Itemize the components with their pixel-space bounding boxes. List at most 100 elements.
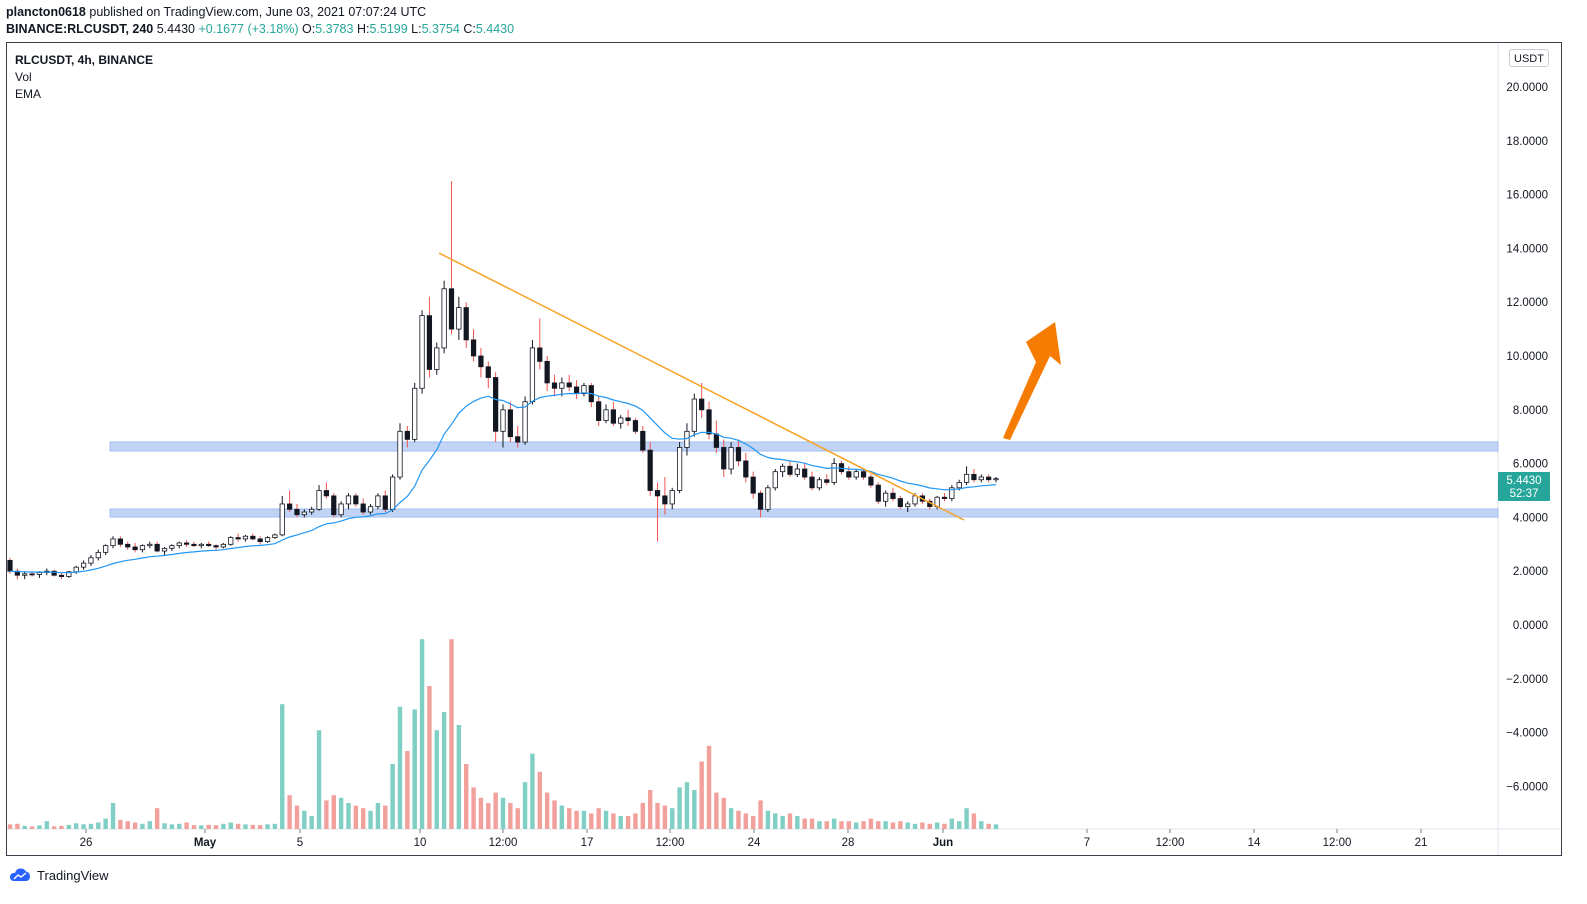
volume-bar — [331, 795, 336, 829]
legend-vol[interactable]: Vol — [15, 70, 32, 84]
candle — [404, 425, 410, 448]
candle — [51, 569, 57, 577]
candle-body — [191, 543, 197, 547]
candle-body — [780, 465, 786, 473]
candle — [228, 536, 234, 546]
high-value: 5.5199 — [369, 22, 408, 36]
author-name[interactable]: plancton0618 — [6, 5, 86, 19]
resistance-zone[interactable] — [109, 441, 1499, 452]
volume-bar — [449, 639, 454, 829]
candle-body — [912, 495, 918, 505]
candle-body — [448, 288, 455, 330]
candle — [676, 442, 683, 494]
candle-body — [757, 492, 764, 510]
candle-body — [515, 436, 521, 443]
low-value: 5.3754 — [421, 22, 460, 36]
candle — [220, 542, 226, 549]
tradingview-brand: TradingView — [37, 867, 109, 883]
legend-ema[interactable]: EMA — [15, 87, 42, 101]
currency-button[interactable]: USDT — [1509, 49, 1549, 67]
volume-bar — [412, 709, 417, 829]
volume-bar — [699, 761, 704, 829]
published-text: published on TradingView.com, June 03, 2… — [89, 5, 427, 19]
candle — [971, 468, 977, 483]
candle — [367, 503, 374, 515]
candle — [691, 393, 697, 437]
volume-bar — [957, 821, 962, 829]
candle-body — [883, 492, 889, 502]
candle-body — [618, 417, 624, 424]
volume-bar — [272, 823, 278, 829]
price-tick-label: 18.0000 — [1506, 136, 1548, 148]
trend-line[interactable] — [438, 252, 965, 521]
candle-body — [250, 535, 256, 540]
price-axis[interactable]: 20.0000 18.0000 16.0000 14.0000 12.0000 10.00… — [1506, 82, 1548, 793]
support-zone[interactable] — [109, 508, 1499, 518]
volume-bar — [74, 823, 79, 829]
volume-bar — [883, 821, 888, 829]
candle-body — [51, 570, 57, 576]
candle-body — [220, 543, 226, 548]
candle-body — [338, 503, 344, 516]
volume-bar — [29, 826, 35, 829]
volume-bar — [154, 808, 160, 829]
candle — [890, 487, 896, 502]
candle — [279, 495, 285, 537]
price-tick-label: −4.0000 — [1506, 728, 1548, 740]
volume-bar — [427, 686, 432, 829]
candle-body — [485, 366, 491, 378]
volume-bar — [876, 821, 881, 829]
candle-body — [316, 490, 322, 510]
candle — [294, 503, 300, 518]
candle — [507, 401, 513, 443]
candle-body — [169, 545, 175, 549]
candle — [88, 555, 94, 566]
candle-body — [301, 511, 307, 516]
volume-bar — [802, 818, 807, 829]
candle-body — [699, 398, 705, 411]
volume-bar — [773, 813, 778, 829]
candle-body — [566, 382, 572, 388]
volume-bar — [898, 821, 903, 829]
volume-bar — [611, 813, 616, 829]
volume-bar — [184, 822, 189, 829]
candle-body — [654, 490, 661, 497]
candle — [706, 401, 712, 440]
ema-line[interactable] — [9, 392, 997, 574]
candle — [397, 423, 403, 480]
volume-bar — [132, 822, 138, 829]
volume-bar — [986, 823, 991, 829]
volume-bar — [103, 818, 108, 829]
candle — [198, 542, 204, 549]
volume-bar — [853, 822, 859, 829]
candle-body — [7, 560, 13, 572]
candle-body — [382, 495, 388, 510]
time-axis[interactable]: 26 May 5 10 12:00 17 12:00 24 28 Jun 7 12:00 14 12:00… — [80, 829, 1428, 849]
candle-body — [750, 476, 756, 494]
tradingview-logo[interactable]: TradingView — [8, 866, 109, 884]
price-tick-label: 8.0000 — [1513, 405, 1548, 417]
volume-bar — [581, 810, 587, 829]
candle — [309, 506, 315, 515]
bullish-arrow-icon[interactable] — [1003, 322, 1061, 440]
volume-bar — [51, 826, 57, 829]
volume-bar — [390, 764, 395, 829]
volume-bar — [375, 803, 381, 829]
candle — [647, 442, 653, 496]
candle-body — [242, 535, 249, 540]
candle — [117, 536, 123, 547]
candle — [860, 468, 867, 480]
price-tick-label: 16.0000 — [1506, 190, 1548, 202]
legend-symbol[interactable]: RLCUSDT, 4h, BINANCE — [15, 53, 154, 67]
candle-body — [897, 498, 903, 508]
candle-body — [147, 543, 153, 547]
price-tick-label: −6.0000 — [1506, 781, 1548, 793]
candle-body — [824, 479, 830, 483]
symbol-line: BINANCE:RLCUSDT, 240 — [6, 22, 154, 36]
candle-body — [794, 468, 800, 475]
volume-bar — [221, 823, 226, 829]
volume-bar — [706, 745, 712, 829]
price-tick-label: 2.0000 — [1513, 566, 1548, 578]
candle-body — [331, 495, 337, 516]
